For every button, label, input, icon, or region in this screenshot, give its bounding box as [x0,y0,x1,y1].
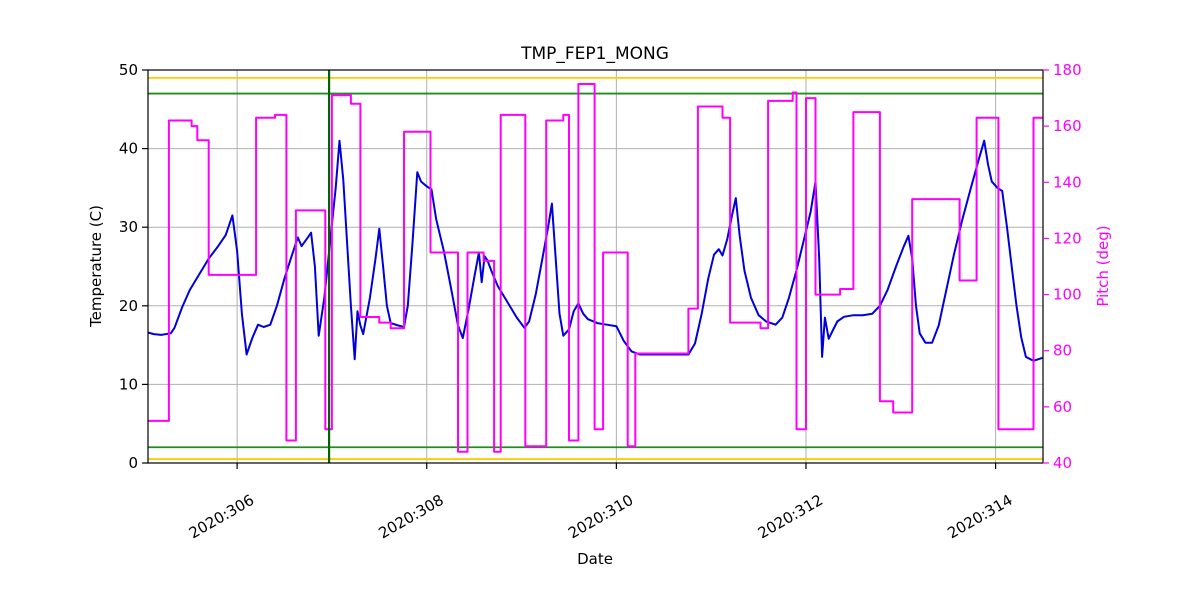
y-left-tick-label: 10 [119,375,138,393]
y-right-tick-label: 140 [1053,173,1082,191]
y-axis-label-left: Temperature (C) [87,205,105,327]
y-right-tick-label: 100 [1053,286,1082,304]
chart-title: TMP_FEP1_MONG [521,44,669,64]
y-left-tick-label: 30 [119,218,138,236]
x-tick-label: 2020:312 [755,491,826,543]
y-axis-label-right: Pitch (deg) [1094,225,1112,307]
y-right-tick-label: 180 [1053,61,1082,79]
pitch-series-line [148,83,1043,453]
y-left-tick-label: 0 [128,454,138,472]
y-left-tick-label: 50 [119,61,138,79]
y-right-tick-label: 60 [1053,398,1072,416]
y-right-tick-label: 40 [1053,454,1072,472]
x-axis-label: Date [577,550,613,568]
x-tick-label: 2020:310 [565,491,636,543]
y-left-tick-label: 20 [119,297,138,315]
y-right-tick-label: 160 [1053,117,1082,135]
x-tick-label: 2020:306 [186,491,257,543]
y-left-tick-label: 40 [119,140,138,158]
y-right-tick-label: 80 [1053,342,1072,360]
x-tick-label: 2020:314 [944,491,1015,543]
plot-frame [147,69,1044,464]
temperature-series-line [148,139,1043,362]
x-tick-label: 2020:308 [376,491,447,543]
y-right-tick-label: 120 [1053,229,1082,247]
